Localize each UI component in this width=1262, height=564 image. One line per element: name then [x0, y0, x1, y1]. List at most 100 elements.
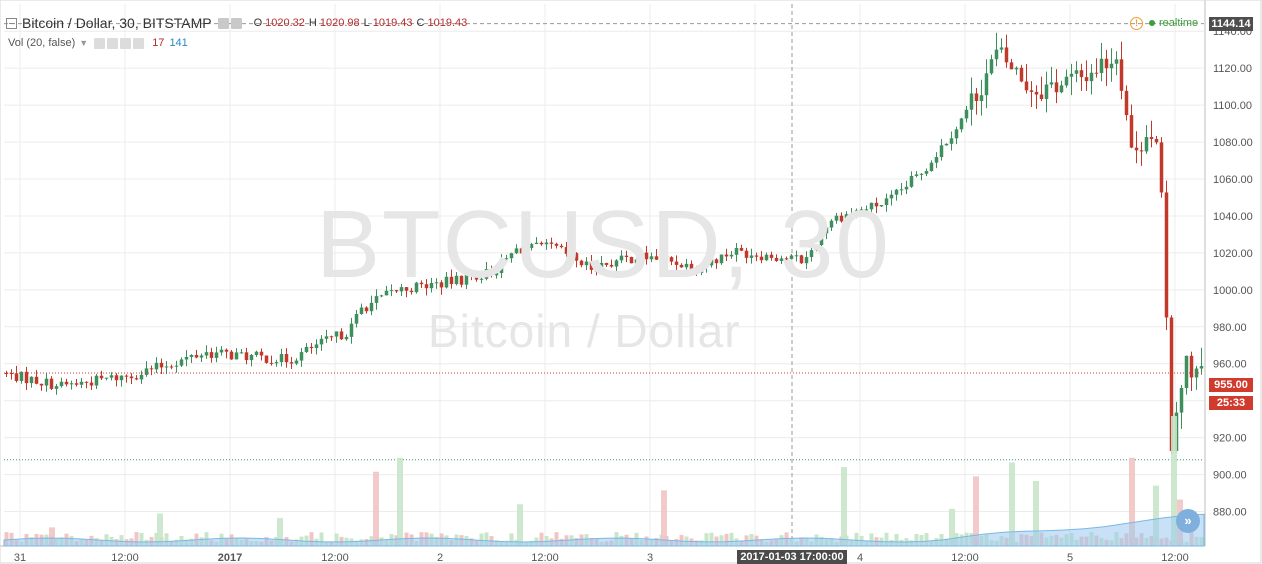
volume-spike-bar [973, 476, 979, 546]
candle-body [89, 382, 94, 386]
legend-tools [217, 17, 242, 29]
candle-body [259, 351, 264, 356]
candle-body [599, 262, 604, 272]
volume-bar [319, 532, 324, 546]
candle-body [719, 254, 724, 264]
candle-body [499, 258, 504, 274]
candle-body [104, 377, 109, 379]
volume-bar [854, 532, 859, 546]
candle-body [39, 383, 44, 386]
y-tick-label: 920.00 [1213, 433, 1247, 445]
candle-body [254, 351, 259, 355]
volume-spike-bar [1033, 481, 1039, 546]
candle-body [624, 255, 629, 257]
candle-body [419, 282, 424, 285]
candle-body [989, 59, 994, 74]
candle-body [509, 253, 514, 259]
volume-add-icon[interactable] [120, 37, 132, 49]
candle-body [914, 174, 919, 176]
candle-body [1119, 59, 1124, 91]
candle-body [1114, 59, 1119, 64]
candle-body [189, 354, 194, 357]
candle-body [234, 352, 239, 360]
volume-bar [139, 533, 144, 546]
volume-bar [729, 532, 734, 546]
candle-body [1034, 91, 1039, 95]
live-dot-icon [1149, 20, 1155, 26]
y-tick-label: 1020.00 [1213, 248, 1253, 260]
y-tick-label: 880.00 [1213, 507, 1247, 519]
candle-body [954, 129, 959, 139]
candle-body [759, 256, 764, 261]
volume-bar [554, 532, 559, 546]
candle-body [839, 215, 844, 222]
volume-dropdown-icon[interactable]: ▼ [79, 38, 89, 48]
candle-body [779, 258, 784, 261]
volume-label[interactable]: Vol (20, false) [8, 37, 76, 49]
candle-body [549, 242, 554, 244]
volume-settings-icon[interactable] [94, 37, 106, 49]
y-tick-label: 960.00 [1213, 359, 1247, 371]
scroll-to-realtime-button[interactable]: » [1176, 509, 1200, 533]
alert-icon[interactable]: ! [1130, 16, 1143, 30]
candle-body [1059, 85, 1064, 93]
candle-body [884, 198, 889, 206]
candle-body [319, 338, 324, 345]
candle-body [984, 73, 989, 96]
volume-ma-value: 141 [169, 37, 188, 49]
volume-hide-icon[interactable] [107, 37, 119, 49]
candle-body [74, 383, 79, 385]
volume-remove-icon[interactable] [133, 37, 145, 49]
x-tick-label: 2 [437, 552, 443, 564]
candle-body [959, 118, 964, 130]
candle-body [1054, 82, 1059, 93]
candle-body [1154, 138, 1159, 143]
candle-body [69, 383, 74, 385]
candle-body [454, 275, 459, 285]
candle-body [19, 371, 24, 381]
hide-icon[interactable] [230, 17, 242, 29]
candle-body [349, 323, 354, 337]
candle-body [1014, 67, 1019, 70]
candle-body [1084, 77, 1089, 82]
candle-body [969, 93, 974, 110]
volume-spike-bar [49, 527, 55, 546]
candle-body [944, 143, 949, 146]
candle-body [869, 202, 874, 210]
candle-body [274, 362, 279, 364]
candle-body [289, 362, 294, 364]
candle-body [1064, 76, 1069, 86]
candle-body [109, 375, 114, 378]
session-high-tag: 1144.14 [1209, 17, 1253, 31]
candle-body [859, 209, 864, 211]
volume-bar [4, 532, 9, 546]
candle-body [1194, 368, 1199, 378]
candle-body [644, 252, 649, 260]
candle-body [1124, 90, 1129, 116]
candle-body [459, 275, 464, 285]
realtime-status[interactable]: ! realtime [1130, 15, 1204, 31]
candle-body [994, 49, 999, 60]
candle-body [919, 173, 924, 175]
candle-body [424, 284, 429, 289]
candle-body [154, 362, 159, 370]
high-key: H [308, 17, 317, 29]
close-key: C [416, 17, 425, 29]
volume-bar [709, 532, 714, 546]
candle-body [899, 189, 904, 191]
settings-icon[interactable] [217, 17, 229, 29]
candle-body [669, 257, 674, 262]
symbol-title[interactable]: Bitcoin / Dollar, 30, BITSTAMP [22, 15, 212, 31]
candle-body [64, 381, 69, 385]
candle-body [324, 336, 329, 339]
candle-body [709, 259, 714, 266]
y-tick-label: 1060.00 [1213, 174, 1253, 186]
candle-body [514, 248, 519, 254]
candle-body [34, 376, 39, 384]
collapse-icon[interactable] [6, 17, 17, 29]
open-key: O [253, 17, 263, 29]
candle-body [1024, 81, 1029, 91]
volume-spike-bar [373, 471, 379, 546]
